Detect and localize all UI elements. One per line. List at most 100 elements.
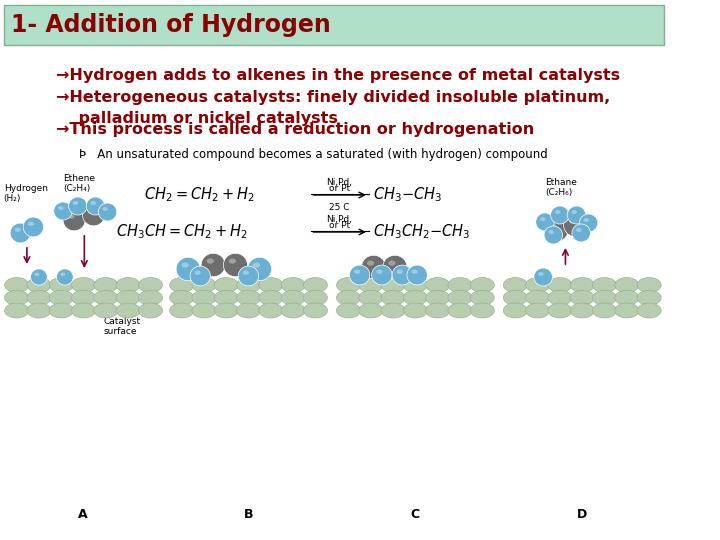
Ellipse shape bbox=[580, 214, 598, 232]
Text: $CH_3CH{=}CH_2 + H_2$: $CH_3CH{=}CH_2 + H_2$ bbox=[116, 222, 248, 241]
Ellipse shape bbox=[229, 259, 236, 264]
Ellipse shape bbox=[71, 303, 96, 318]
Ellipse shape bbox=[49, 303, 73, 318]
Text: →This process is called a reduction or hydrogenation: →This process is called a reduction or h… bbox=[55, 122, 534, 137]
Ellipse shape bbox=[27, 303, 51, 318]
Ellipse shape bbox=[223, 253, 248, 276]
Ellipse shape bbox=[349, 265, 370, 285]
Ellipse shape bbox=[63, 209, 85, 231]
Ellipse shape bbox=[281, 291, 305, 305]
Ellipse shape bbox=[102, 207, 108, 211]
Ellipse shape bbox=[470, 278, 495, 293]
Ellipse shape bbox=[116, 303, 140, 318]
Text: $CH_3CH_2{-}CH_3$: $CH_3CH_2{-}CH_3$ bbox=[373, 222, 470, 241]
Ellipse shape bbox=[94, 303, 118, 318]
Ellipse shape bbox=[534, 268, 552, 286]
Ellipse shape bbox=[336, 291, 361, 305]
Ellipse shape bbox=[192, 291, 216, 305]
Ellipse shape bbox=[637, 291, 661, 305]
Ellipse shape bbox=[544, 218, 568, 242]
Ellipse shape bbox=[538, 272, 544, 276]
Ellipse shape bbox=[354, 269, 360, 274]
Ellipse shape bbox=[381, 278, 405, 293]
Ellipse shape bbox=[236, 291, 261, 305]
Ellipse shape bbox=[570, 278, 594, 293]
Text: Ni,Pd,: Ni,Pd, bbox=[326, 215, 352, 224]
Ellipse shape bbox=[138, 291, 163, 305]
Ellipse shape bbox=[526, 291, 549, 305]
Ellipse shape bbox=[23, 217, 44, 237]
Ellipse shape bbox=[361, 255, 386, 279]
Ellipse shape bbox=[372, 265, 392, 285]
Ellipse shape bbox=[548, 291, 572, 305]
Ellipse shape bbox=[526, 278, 549, 293]
Text: A: A bbox=[78, 508, 87, 521]
Ellipse shape bbox=[359, 291, 383, 305]
Ellipse shape bbox=[4, 278, 29, 293]
Ellipse shape bbox=[238, 266, 258, 286]
Ellipse shape bbox=[397, 269, 402, 274]
Ellipse shape bbox=[253, 262, 260, 268]
Ellipse shape bbox=[281, 278, 305, 293]
Text: →Heterogeneous catalysts: finely divided insoluble platinum,
    palladium or ni: →Heterogeneous catalysts: finely divided… bbox=[55, 90, 610, 126]
Ellipse shape bbox=[258, 303, 283, 318]
Ellipse shape bbox=[503, 291, 528, 305]
Ellipse shape bbox=[170, 278, 194, 293]
Ellipse shape bbox=[243, 271, 249, 275]
Ellipse shape bbox=[98, 203, 117, 221]
Text: Catalyst
surface: Catalyst surface bbox=[104, 317, 141, 336]
Text: or Pt: or Pt bbox=[329, 184, 350, 193]
Ellipse shape bbox=[548, 230, 554, 234]
Ellipse shape bbox=[536, 213, 554, 231]
Ellipse shape bbox=[448, 291, 472, 305]
Ellipse shape bbox=[57, 269, 73, 285]
Ellipse shape bbox=[49, 291, 73, 305]
Ellipse shape bbox=[403, 278, 428, 293]
Ellipse shape bbox=[94, 278, 118, 293]
Ellipse shape bbox=[303, 291, 328, 305]
Ellipse shape bbox=[116, 278, 140, 293]
Ellipse shape bbox=[71, 278, 96, 293]
Text: C: C bbox=[410, 508, 420, 521]
Ellipse shape bbox=[192, 303, 216, 318]
Ellipse shape bbox=[91, 201, 96, 205]
Ellipse shape bbox=[303, 303, 328, 318]
Ellipse shape bbox=[201, 253, 225, 276]
Text: Þ   An unsaturated compound becomes a saturated (with hydrogen) compound: Þ An unsaturated compound becomes a satu… bbox=[78, 148, 547, 161]
Ellipse shape bbox=[170, 303, 194, 318]
Ellipse shape bbox=[215, 278, 238, 293]
Ellipse shape bbox=[377, 269, 382, 274]
Ellipse shape bbox=[403, 303, 428, 318]
Ellipse shape bbox=[248, 257, 271, 281]
Ellipse shape bbox=[4, 291, 29, 305]
Text: →Hydrogen adds to alkenes in the presence of metal catalysts: →Hydrogen adds to alkenes in the presenc… bbox=[55, 68, 620, 83]
Ellipse shape bbox=[426, 278, 450, 293]
Ellipse shape bbox=[4, 303, 29, 318]
Ellipse shape bbox=[73, 201, 78, 205]
Ellipse shape bbox=[549, 224, 557, 229]
Ellipse shape bbox=[190, 266, 210, 286]
Ellipse shape bbox=[548, 303, 572, 318]
Ellipse shape bbox=[388, 260, 395, 266]
Ellipse shape bbox=[544, 226, 562, 244]
Ellipse shape bbox=[570, 291, 594, 305]
Ellipse shape bbox=[359, 278, 383, 293]
Ellipse shape bbox=[60, 273, 66, 276]
Ellipse shape bbox=[564, 213, 588, 237]
Ellipse shape bbox=[83, 204, 104, 226]
Text: Hydrogen
(H₂): Hydrogen (H₂) bbox=[4, 184, 48, 203]
Text: B: B bbox=[243, 508, 253, 521]
Ellipse shape bbox=[526, 303, 549, 318]
Text: Ethene
(C₂H₄): Ethene (C₂H₄) bbox=[63, 173, 95, 193]
Ellipse shape bbox=[68, 214, 75, 219]
Ellipse shape bbox=[448, 278, 472, 293]
Ellipse shape bbox=[58, 206, 63, 210]
Ellipse shape bbox=[392, 265, 413, 285]
Ellipse shape bbox=[412, 269, 418, 274]
Ellipse shape bbox=[554, 210, 560, 214]
Ellipse shape bbox=[407, 265, 427, 285]
Ellipse shape bbox=[88, 209, 94, 214]
Ellipse shape bbox=[281, 303, 305, 318]
Ellipse shape bbox=[27, 278, 51, 293]
Ellipse shape bbox=[426, 303, 450, 318]
